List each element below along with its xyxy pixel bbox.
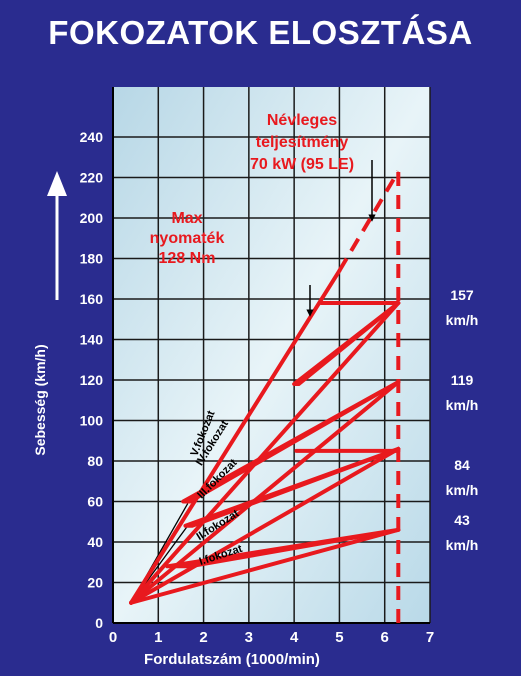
y-tick-label: 60 bbox=[87, 494, 103, 510]
y-tick-label: 180 bbox=[80, 251, 104, 267]
x-tick-label: 3 bbox=[245, 629, 253, 646]
x-axis-label: Fordulatszám (1000/min) bbox=[144, 651, 320, 668]
gear-series-line bbox=[129, 527, 401, 605]
y-tick-label: 200 bbox=[80, 210, 104, 226]
speed-value: 157 bbox=[450, 287, 474, 303]
chart-title: FOKOZATOK ELOSZTÁSA bbox=[48, 14, 473, 51]
y-tick-label: 160 bbox=[80, 291, 104, 307]
x-tick-label: 1 bbox=[154, 629, 162, 646]
y-tick-label: 20 bbox=[87, 575, 103, 591]
gear-series-line bbox=[129, 446, 401, 605]
x-tick-label: 2 bbox=[199, 629, 207, 646]
speed-unit: km/h bbox=[446, 537, 479, 553]
y-tick-label: 120 bbox=[80, 372, 104, 388]
rated-power-label: 70 kW (95 LE) bbox=[250, 156, 354, 173]
x-tick-label: 5 bbox=[335, 629, 343, 646]
gear-series-line bbox=[129, 268, 342, 605]
y-tick-label: 140 bbox=[80, 332, 104, 348]
rated-power-label: teljesítmény bbox=[256, 134, 349, 151]
y-axis-arrow-head bbox=[47, 171, 67, 196]
y-tick-label: 240 bbox=[80, 129, 104, 145]
speed-value: 84 bbox=[454, 457, 470, 473]
max-torque-label: 128 Nm bbox=[159, 250, 216, 267]
max-torque-label: Max bbox=[171, 210, 202, 227]
max-torque-label: nyomaték bbox=[150, 230, 225, 247]
shift-step-line bbox=[292, 301, 401, 387]
x-tick-label: 4 bbox=[290, 629, 299, 646]
shift-step-line bbox=[165, 527, 401, 569]
x-tick-label: 6 bbox=[381, 629, 389, 646]
shift-step-line bbox=[181, 380, 401, 504]
y-tick-label: 0 bbox=[95, 615, 103, 631]
speed-unit: km/h bbox=[446, 482, 479, 498]
x-tick-label: 0 bbox=[109, 629, 117, 646]
gear-series-line bbox=[129, 301, 401, 605]
speed-value: 43 bbox=[454, 512, 470, 528]
y-tick-label: 100 bbox=[80, 413, 104, 429]
speed-value: 119 bbox=[451, 372, 474, 388]
y-tick-label: 220 bbox=[80, 170, 104, 186]
y-tick-label: 40 bbox=[87, 534, 103, 550]
rated-power-label: Névleges bbox=[267, 112, 337, 129]
speed-unit: km/h bbox=[446, 312, 479, 328]
y-axis-label: Sebesség (km/h) bbox=[32, 344, 48, 455]
speed-unit: km/h bbox=[446, 397, 479, 413]
y-tick-label: 80 bbox=[87, 453, 103, 469]
x-tick-label: 7 bbox=[426, 629, 434, 646]
shift-step-line bbox=[183, 446, 401, 528]
